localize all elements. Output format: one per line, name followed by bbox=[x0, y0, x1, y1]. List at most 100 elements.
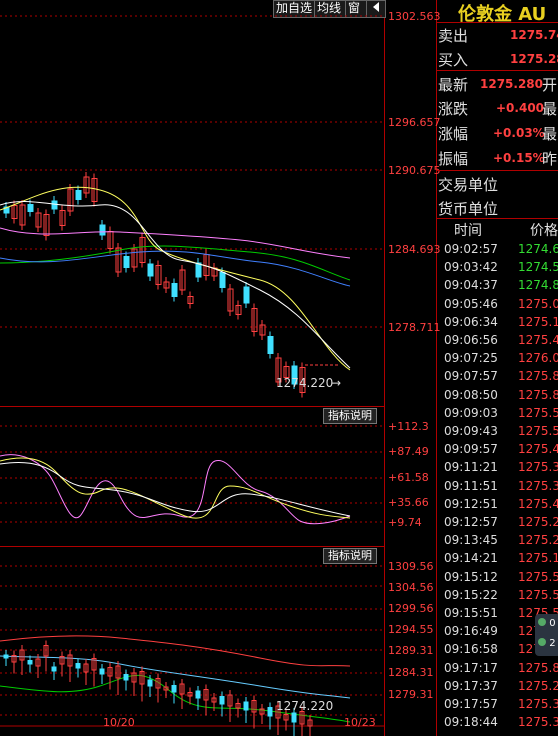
ind2-label-6: 1284.31 bbox=[388, 666, 434, 679]
candle-body bbox=[75, 663, 81, 669]
quote-sep-1 bbox=[437, 22, 558, 23]
y-label-4: 1284.693 bbox=[388, 243, 441, 256]
candle-body bbox=[51, 200, 58, 210]
tick-price: 1275.8 bbox=[518, 387, 558, 402]
candle-body bbox=[131, 672, 137, 683]
low-label: 最 bbox=[542, 125, 558, 143]
candle-body bbox=[67, 188, 74, 212]
candle-body bbox=[99, 224, 106, 236]
ind1-label-3: +61.58 bbox=[388, 471, 429, 484]
floating-widget[interactable]: 0 2 bbox=[535, 614, 558, 656]
candle-body bbox=[59, 656, 65, 665]
tick-time: 09:12:51 bbox=[444, 496, 498, 511]
tick-price: 1276.0 bbox=[518, 351, 558, 366]
tick-price: 1275.2 bbox=[518, 678, 558, 693]
tick-row: 09:06:34 1275.1 bbox=[444, 315, 558, 331]
candle-body bbox=[147, 263, 154, 277]
candle-body bbox=[259, 324, 266, 336]
tick-time: 09:09:03 bbox=[444, 405, 498, 420]
pct-label: 涨幅 bbox=[438, 125, 469, 143]
candlestick-chart[interactable]: 1274.220 → bbox=[0, 0, 384, 406]
tick-header-time: 时间 bbox=[454, 223, 482, 239]
tick-row: 09:09:57 1275.4 bbox=[444, 442, 558, 458]
quote-sep-4 bbox=[437, 218, 558, 219]
candle-body bbox=[251, 700, 257, 713]
candle-body bbox=[291, 712, 297, 723]
candle-body bbox=[115, 665, 121, 679]
tick-price: 1274.8 bbox=[518, 278, 558, 293]
ind2-label-3: 1299.56 bbox=[388, 602, 434, 615]
indicator1-chart[interactable] bbox=[0, 406, 384, 546]
tick-price: 1275.5 bbox=[518, 405, 558, 420]
avg-line-button[interactable]: 均线 bbox=[314, 0, 348, 18]
candle-body bbox=[267, 707, 273, 717]
y-label-1: 1302.563 bbox=[388, 10, 441, 23]
tick-time: 09:15:22 bbox=[444, 587, 498, 602]
price-axis-divider bbox=[384, 0, 385, 736]
tick-time: 09:17:57 bbox=[444, 697, 498, 711]
candle-body bbox=[179, 269, 186, 291]
buy-value: 1275.28 bbox=[510, 52, 558, 66]
y-label-5: 1278.711 bbox=[388, 321, 441, 334]
tick-time: 09:17:17 bbox=[444, 660, 498, 675]
back-arrow-icon[interactable] bbox=[366, 0, 386, 18]
ind1-label-2: +87.49 bbox=[388, 445, 429, 458]
candle-body bbox=[267, 336, 274, 354]
candle-body bbox=[91, 658, 97, 671]
candle-body bbox=[99, 668, 105, 675]
high-label: 最 bbox=[542, 100, 558, 118]
ind1-label-4: +35.66 bbox=[388, 496, 429, 509]
tick-price: 1275.2 bbox=[518, 515, 558, 529]
ind2-label-2: 1304.56 bbox=[388, 581, 434, 594]
candle-body bbox=[179, 683, 185, 695]
open-label: 开 bbox=[542, 76, 558, 94]
candle-body bbox=[251, 308, 258, 332]
tick-time: 09:11:21 bbox=[444, 460, 498, 475]
amp-label: 振幅 bbox=[438, 150, 469, 168]
tick-price: 1275.8 bbox=[518, 660, 558, 675]
tick-price: 1275.5 bbox=[518, 424, 558, 438]
tick-time: 09:15:51 bbox=[444, 606, 498, 620]
add-watch-button[interactable]: 加自选 bbox=[273, 0, 317, 18]
tick-row: 09:02:57 1274.6 bbox=[444, 242, 558, 258]
tick-row: 09:03:42 1274.5 bbox=[444, 260, 558, 276]
tick-time: 09:16:49 bbox=[444, 624, 498, 639]
candle-body bbox=[83, 663, 89, 673]
ind2-low-label: 1274.220 bbox=[276, 699, 333, 713]
tick-row: 09:17:17 1275.8 bbox=[444, 661, 558, 677]
tick-price: 1275.4 bbox=[518, 333, 558, 347]
buy-label: 买入 bbox=[438, 51, 469, 69]
tick-time: 09:07:57 bbox=[444, 369, 498, 384]
tick-row: 09:13:45 1275.2 bbox=[444, 533, 558, 549]
tick-row: 09:07:57 1275.8 bbox=[444, 369, 558, 385]
indicator2-help-button[interactable]: 指标说明 bbox=[323, 548, 377, 564]
candle-body bbox=[283, 366, 290, 378]
tick-price: 1275.1 bbox=[518, 314, 558, 329]
ind1-label-1: +112.3 bbox=[388, 420, 429, 433]
candle-body bbox=[75, 190, 82, 200]
x-label-2: 10/23 bbox=[344, 716, 376, 729]
tick-row: 09:06:56 1275.4 bbox=[444, 333, 558, 349]
window-button[interactable]: 窗 bbox=[345, 0, 367, 18]
y-label-3: 1290.675 bbox=[388, 164, 441, 177]
floating-widget-line1: 0 bbox=[549, 618, 556, 629]
indicator2-chart[interactable]: 1274.220 bbox=[0, 546, 384, 736]
candle-body bbox=[115, 247, 122, 273]
tick-row: 09:07:25 1276.0 bbox=[444, 351, 558, 367]
tick-price: 1274.5 bbox=[518, 260, 558, 275]
candle-body bbox=[107, 667, 113, 677]
indicator1-help-button[interactable]: 指标说明 bbox=[323, 408, 377, 424]
tick-time: 09:07:25 bbox=[444, 351, 498, 366]
tick-row: 09:09:43 1275.5 bbox=[444, 424, 558, 440]
candle-body bbox=[59, 210, 66, 226]
tick-time: 09:09:57 bbox=[444, 442, 498, 457]
tick-time: 09:08:50 bbox=[444, 387, 498, 402]
candle-body bbox=[283, 714, 289, 721]
candle-body bbox=[187, 692, 193, 697]
candle-body bbox=[259, 708, 265, 715]
candle-body bbox=[27, 204, 34, 212]
tick-time: 09:15:12 bbox=[444, 569, 498, 584]
tick-row: 09:09:03 1275.5 bbox=[444, 406, 558, 422]
candle-body bbox=[235, 305, 242, 315]
candle-body bbox=[11, 655, 17, 663]
